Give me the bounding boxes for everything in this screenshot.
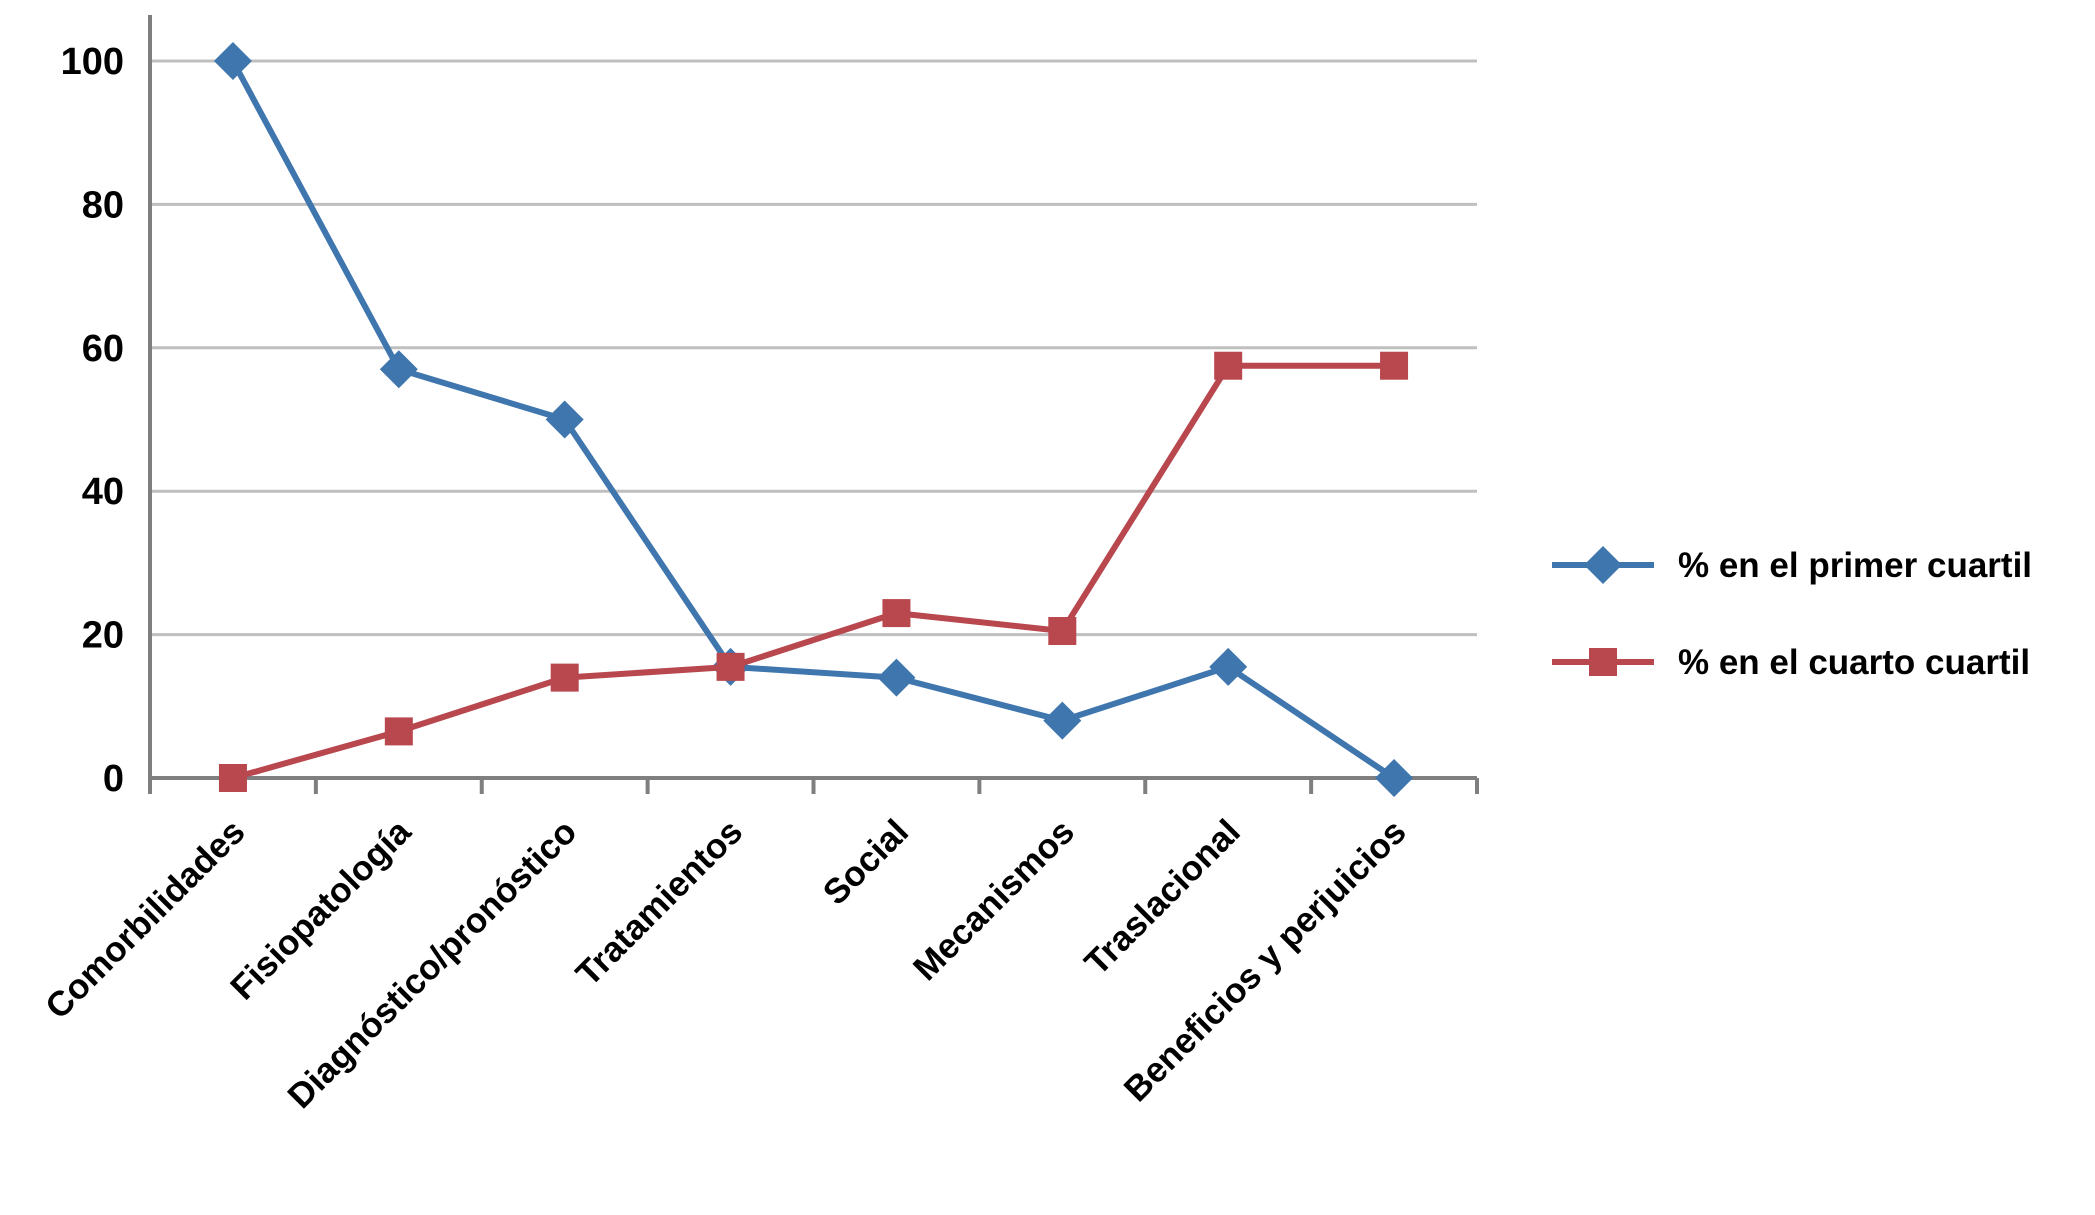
data-point-marker-square xyxy=(882,599,911,628)
data-point-marker-square xyxy=(550,663,579,692)
data-point-marker-square xyxy=(384,717,413,746)
data-point-marker-square xyxy=(218,764,247,792)
series-line-1 xyxy=(229,362,1398,781)
data-point-marker-diamond xyxy=(877,658,916,697)
data-point-marker-diamond xyxy=(1043,701,1082,740)
x-axis-category-label: Traslacional xyxy=(1077,812,1248,983)
data-point-marker-diamond xyxy=(213,42,252,80)
legend-label: % en el primer cuartil xyxy=(1678,546,2032,585)
data-point-marker-diamond xyxy=(379,350,418,389)
y-axis-tick-label: 80 xyxy=(82,184,124,226)
x-axis-category-label: Beneficios y perjuicios xyxy=(1117,812,1414,1109)
legend-marker-diamond xyxy=(1584,546,1622,584)
data-point-marker-square xyxy=(1380,351,1409,380)
data-point-marker-diamond xyxy=(545,400,584,439)
legend-label: % en el cuarto cuartil xyxy=(1678,643,2030,682)
y-axis-tick-label: 100 xyxy=(61,41,124,83)
x-axis-category-label: Diagnóstico/pronóstico xyxy=(280,812,584,1116)
data-point-marker-square xyxy=(1048,617,1077,646)
x-axis-category-label: Tratamientos xyxy=(569,812,751,994)
y-axis-tick-label: 0 xyxy=(103,758,124,800)
y-axis-tick-label: 40 xyxy=(82,471,124,513)
data-point-marker-square xyxy=(1214,351,1243,380)
data-point-marker-square xyxy=(716,652,745,681)
x-axis-category-label: Mecanismos xyxy=(906,812,1082,988)
x-axis-category-label: Social xyxy=(816,812,916,912)
y-axis-tick-label: 60 xyxy=(82,328,124,370)
legend-marker-square xyxy=(1589,648,1617,676)
x-axis-category-label: Comorbilidades xyxy=(38,812,253,1027)
data-point-marker-diamond xyxy=(1375,759,1414,797)
series-line-0 xyxy=(229,58,1398,781)
data-point-marker-diamond xyxy=(1209,647,1248,686)
y-axis-tick-label: 20 xyxy=(82,615,124,657)
